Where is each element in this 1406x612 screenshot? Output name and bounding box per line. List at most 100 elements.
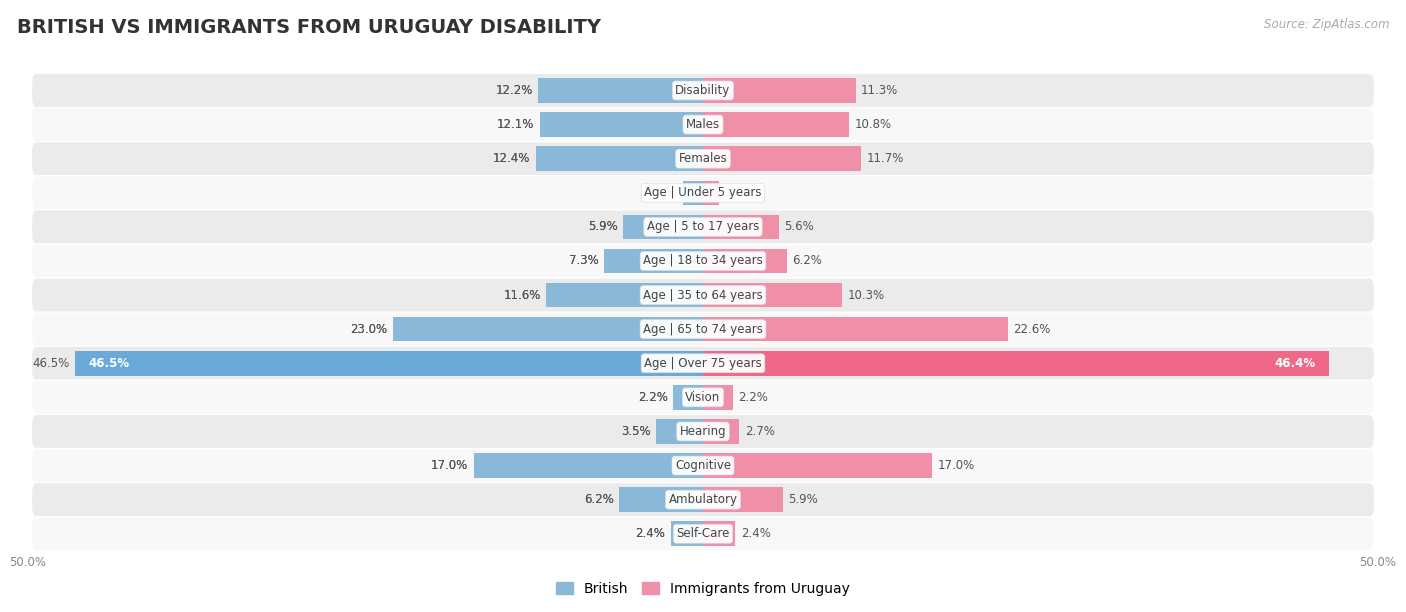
Bar <box>703 351 1329 376</box>
Bar <box>703 113 849 137</box>
Text: 1.5%: 1.5% <box>648 186 678 200</box>
Text: Self-Care: Self-Care <box>676 528 730 540</box>
Bar <box>703 248 787 273</box>
Text: 23.0%: 23.0% <box>350 323 387 335</box>
Bar <box>703 419 740 444</box>
Bar <box>703 181 720 205</box>
FancyBboxPatch shape <box>32 74 1374 107</box>
Text: 2.4%: 2.4% <box>636 528 665 540</box>
Text: 12.1%: 12.1% <box>496 118 534 131</box>
Bar <box>703 78 855 103</box>
Text: 10.3%: 10.3% <box>848 289 884 302</box>
Text: 2.4%: 2.4% <box>636 528 665 540</box>
FancyBboxPatch shape <box>32 381 1374 414</box>
Text: 17.0%: 17.0% <box>430 459 468 472</box>
Text: 2.4%: 2.4% <box>741 528 770 540</box>
Text: 3.5%: 3.5% <box>620 425 651 438</box>
Bar <box>547 283 703 307</box>
Text: Age | Over 75 years: Age | Over 75 years <box>644 357 762 370</box>
Text: 10.8%: 10.8% <box>855 118 891 131</box>
Text: 2.2%: 2.2% <box>638 391 668 404</box>
Text: 5.9%: 5.9% <box>588 220 619 233</box>
Text: Source: ZipAtlas.com: Source: ZipAtlas.com <box>1264 18 1389 31</box>
FancyBboxPatch shape <box>32 211 1374 243</box>
Text: Vision: Vision <box>685 391 721 404</box>
Text: 5.6%: 5.6% <box>785 220 814 233</box>
Bar <box>703 487 783 512</box>
Text: 12.4%: 12.4% <box>494 152 530 165</box>
FancyBboxPatch shape <box>32 449 1374 482</box>
Bar <box>703 317 1008 341</box>
Text: 3.5%: 3.5% <box>620 425 651 438</box>
Bar <box>683 181 703 205</box>
Text: Age | 18 to 34 years: Age | 18 to 34 years <box>643 255 763 267</box>
Text: 12.2%: 12.2% <box>495 84 533 97</box>
Bar <box>76 351 703 376</box>
Text: 22.6%: 22.6% <box>1014 323 1050 335</box>
Text: 1.5%: 1.5% <box>648 186 678 200</box>
Text: Age | Under 5 years: Age | Under 5 years <box>644 186 762 200</box>
Bar <box>703 385 733 409</box>
Text: 11.7%: 11.7% <box>866 152 904 165</box>
Text: 11.6%: 11.6% <box>503 289 541 302</box>
Bar <box>703 215 779 239</box>
Bar <box>605 248 703 273</box>
Text: Hearing: Hearing <box>679 425 727 438</box>
FancyBboxPatch shape <box>32 415 1374 448</box>
Bar <box>540 113 703 137</box>
Text: Age | 65 to 74 years: Age | 65 to 74 years <box>643 323 763 335</box>
Text: 6.2%: 6.2% <box>792 255 823 267</box>
Bar <box>392 317 703 341</box>
Text: 5.9%: 5.9% <box>588 220 619 233</box>
Text: Females: Females <box>679 152 727 165</box>
Bar <box>623 215 703 239</box>
Text: 46.5%: 46.5% <box>89 357 129 370</box>
Text: 46.5%: 46.5% <box>32 357 70 370</box>
Text: 2.2%: 2.2% <box>638 391 668 404</box>
Text: Males: Males <box>686 118 720 131</box>
Text: 17.0%: 17.0% <box>430 459 468 472</box>
Text: BRITISH VS IMMIGRANTS FROM URUGUAY DISABILITY: BRITISH VS IMMIGRANTS FROM URUGUAY DISAB… <box>17 18 600 37</box>
Bar <box>703 521 735 546</box>
Bar <box>655 419 703 444</box>
Bar <box>536 146 703 171</box>
Text: 17.0%: 17.0% <box>938 459 976 472</box>
Text: Age | 35 to 64 years: Age | 35 to 64 years <box>643 289 763 302</box>
Text: 11.6%: 11.6% <box>503 289 541 302</box>
FancyBboxPatch shape <box>32 483 1374 516</box>
Text: Cognitive: Cognitive <box>675 459 731 472</box>
Text: Ambulatory: Ambulatory <box>668 493 738 506</box>
Text: 12.1%: 12.1% <box>496 118 534 131</box>
Bar <box>673 385 703 409</box>
Text: 6.2%: 6.2% <box>583 493 614 506</box>
Text: 11.3%: 11.3% <box>860 84 898 97</box>
Text: 23.0%: 23.0% <box>350 323 387 335</box>
Text: 7.3%: 7.3% <box>569 255 599 267</box>
Bar <box>671 521 703 546</box>
Text: 1.2%: 1.2% <box>724 186 755 200</box>
FancyBboxPatch shape <box>32 347 1374 379</box>
FancyBboxPatch shape <box>32 176 1374 209</box>
FancyBboxPatch shape <box>32 313 1374 346</box>
FancyBboxPatch shape <box>32 517 1374 550</box>
Bar <box>703 283 842 307</box>
Text: Age | 5 to 17 years: Age | 5 to 17 years <box>647 220 759 233</box>
FancyBboxPatch shape <box>32 245 1374 277</box>
Text: 2.2%: 2.2% <box>738 391 768 404</box>
Bar <box>474 453 703 478</box>
Bar <box>538 78 703 103</box>
Bar <box>703 453 932 478</box>
Text: 12.2%: 12.2% <box>495 84 533 97</box>
Text: 46.4%: 46.4% <box>1275 357 1316 370</box>
Text: 7.3%: 7.3% <box>569 255 599 267</box>
Text: 12.4%: 12.4% <box>494 152 530 165</box>
Text: 5.9%: 5.9% <box>787 493 818 506</box>
FancyBboxPatch shape <box>32 143 1374 175</box>
FancyBboxPatch shape <box>32 278 1374 312</box>
Bar <box>619 487 703 512</box>
Bar <box>703 146 860 171</box>
Text: 6.2%: 6.2% <box>583 493 614 506</box>
Legend: British, Immigrants from Uruguay: British, Immigrants from Uruguay <box>551 576 855 601</box>
Text: 2.7%: 2.7% <box>745 425 775 438</box>
FancyBboxPatch shape <box>32 108 1374 141</box>
